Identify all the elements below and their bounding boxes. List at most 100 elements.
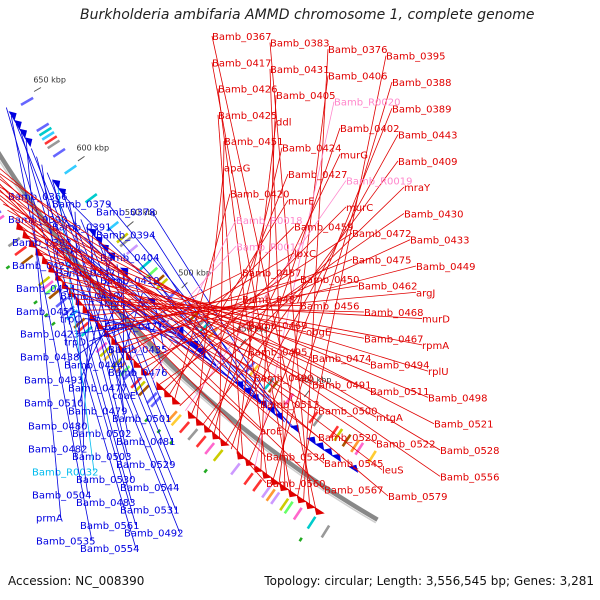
left-label-leader [79,256,112,403]
right-gene-label: Bamb_0500 [318,407,378,418]
right-gene-label: argJ [416,288,435,299]
cog-band [44,135,58,146]
right-gene-label: ddl [276,117,291,128]
left-gene-label: Bamb_0378 [96,207,156,218]
right-gene-label: Bamb_0433 [410,236,470,247]
cog-band [199,320,211,333]
left-gene-label: Bamb_0535 [36,536,96,547]
cog-band [230,462,241,476]
reverse-gene-arrow [133,359,143,368]
right-label-leader [217,114,244,459]
right-label-leader [0,189,267,457]
left-label-leader [10,115,93,541]
right-gene-label: Bamb_0409 [398,157,458,168]
forward-gene-arrow [8,111,17,122]
right-gene-label: Bamb_0443 [398,131,458,142]
cog-band [170,413,182,427]
right-label-leader [0,191,377,444]
right-gene-label: leuS [382,466,404,477]
reverse-gene-arrow [245,457,255,466]
right-label-leader [136,239,411,366]
right-gene-label: Bamb_0472 [352,229,412,240]
right-gene-label: murC [346,203,373,214]
left-gene-label: Bamb_0561 [80,521,140,532]
kbp-tick-label: 650 kbp [33,76,66,85]
right-gene-label: Bamb_0513 [260,400,320,411]
left-gene-label: prmA [36,513,63,524]
cog-band [283,501,294,515]
left-gene-label: Bamb_0493 [24,376,84,387]
kbp-tick-mark [240,338,247,346]
right-gene-label: Bamb_0451 [224,137,284,148]
left-gene-label: Bamb_R0032 [32,467,98,478]
right-label-leader [173,193,231,401]
left-gene-label: Bamb_0366 [8,192,68,203]
cog-band [106,220,120,232]
accession-text: Accession: NC_008390 [8,574,145,588]
cog-band [122,369,135,381]
backbone-highlight [0,160,377,524]
right-gene-label: Bamb_0490 [254,374,314,385]
right-gene-label: rpmA [422,341,449,352]
right-label-leader [211,35,317,511]
right-label-leader [254,101,335,468]
cog-band [130,376,142,389]
forward-gene-arrow [348,464,359,473]
right-label-leader [157,213,405,386]
left-gene-label: Bamb_0482 [28,445,88,456]
reverse-gene-arrow [187,410,197,419]
right-label-leader [0,194,319,438]
right-label-leader [185,180,347,412]
forward-gene-arrow [306,436,316,445]
cog-band [95,341,108,354]
right-gene-label: Bamb_R0017 [236,242,302,253]
cog-band [80,325,93,337]
right-gene-label: obgE [306,328,331,339]
right-gene-label: Bamb_0427 [288,170,348,181]
cog-band [187,428,199,441]
cog-band [20,254,34,265]
right-gene-label: Bamb_0560 [266,479,326,490]
right-gene-label: Bamb_R0020 [334,98,400,109]
cog-band [306,516,317,530]
reverse-gene-arrow [203,424,214,433]
right-label-leader [0,175,325,490]
reverse-gene-arrow [141,366,150,376]
cog-band [44,284,58,296]
left-gene-label: Bamb_0554 [80,544,140,555]
right-gene-label: Bamb_0417 [212,58,272,69]
forward-gene-arrow [87,228,97,238]
right-gene-label: Bamb_R0018 [236,216,302,227]
right-gene-label: Bamb_0579 [388,492,448,503]
forward-gene-arrow [322,448,333,457]
right-gene-label: Bamb_0534 [266,453,326,464]
right-label-leader [7,209,377,418]
left-label-leader [155,256,240,387]
right-label-leader [296,55,387,498]
cog-band [265,488,276,502]
right-gene-label: murG [340,150,368,161]
left-label-leader [46,172,177,487]
left-gene-label: Bamb_0429 [12,261,72,272]
forward-gene-arrow [51,179,61,190]
right-gene-label: Bamb_0475 [352,255,412,266]
right-label-leader [38,252,429,372]
right-label-leader [0,168,389,497]
left-label-leader [15,123,181,533]
right-gene-label: murE [288,196,315,207]
cog-band [333,428,344,442]
left-gene-label: Bamb_0544 [120,483,180,494]
forward-gene-arrow [331,453,342,462]
left-label-leader [74,211,85,449]
left-label-leader [20,132,137,526]
cog-band [270,491,281,505]
cog-band [195,435,207,448]
right-label-leader [213,147,283,436]
backbone-ring [0,150,379,522]
right-label-leader [56,275,423,346]
left-label-leader [5,107,137,549]
right-label-leader [95,291,417,322]
right-gene-label: Bamb_0462 [358,282,418,293]
cog-band [36,122,50,133]
right-label-leader [33,246,255,379]
